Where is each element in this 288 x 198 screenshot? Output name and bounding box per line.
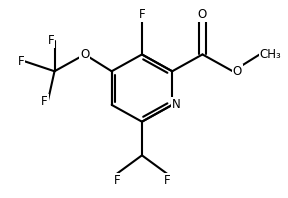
Text: F: F	[41, 95, 48, 108]
Text: CH₃: CH₃	[260, 48, 281, 61]
Text: N: N	[172, 98, 181, 111]
Text: F: F	[113, 174, 120, 187]
Text: F: F	[48, 34, 54, 48]
Text: F: F	[18, 55, 24, 68]
Text: F: F	[139, 8, 145, 21]
Text: F: F	[164, 174, 170, 187]
Text: O: O	[80, 48, 89, 61]
Text: O: O	[198, 8, 207, 21]
Text: O: O	[233, 65, 242, 78]
